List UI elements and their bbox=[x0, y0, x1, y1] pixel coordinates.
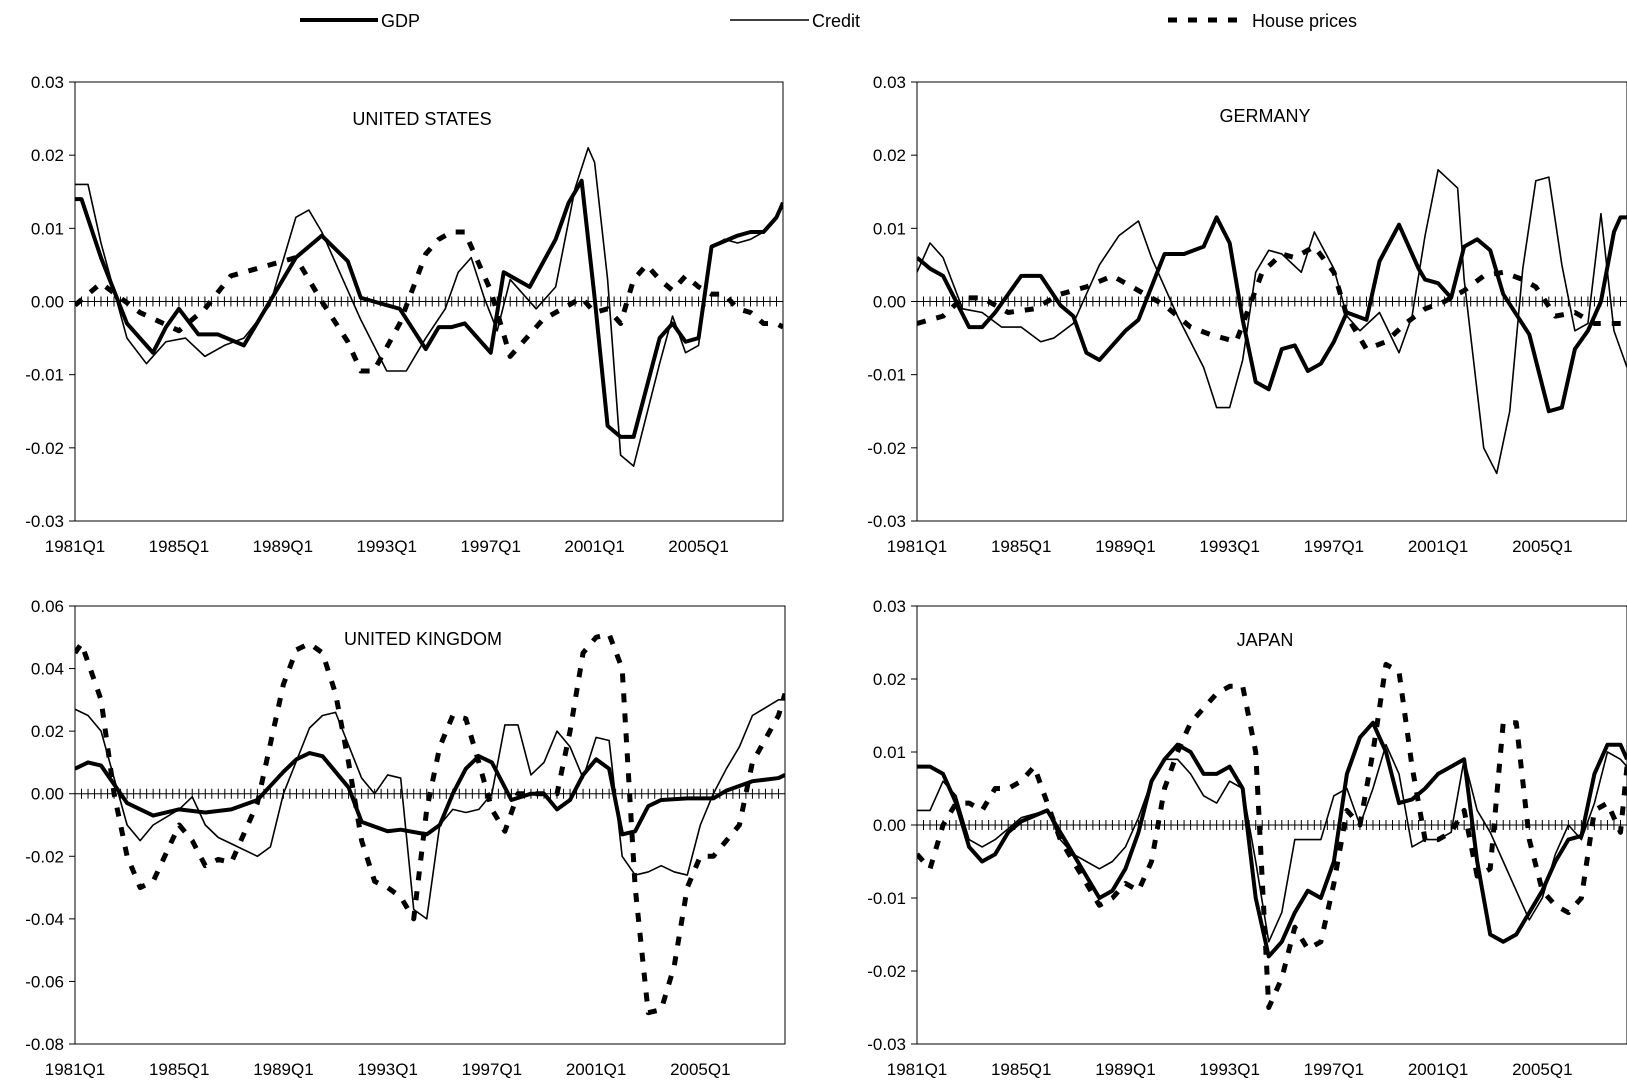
x-tick-label: 1997Q1 bbox=[1304, 537, 1365, 556]
x-tick-label: 1985Q1 bbox=[991, 537, 1052, 556]
series-line-credit bbox=[917, 743, 1627, 943]
series-line-credit bbox=[75, 699, 785, 920]
y-tick-label: 0.00 bbox=[873, 293, 906, 312]
x-tick-label: 1997Q1 bbox=[1304, 1060, 1365, 1079]
x-tick-label: 1993Q1 bbox=[357, 1060, 418, 1079]
x-tick-label: 1989Q1 bbox=[1095, 537, 1156, 556]
series-line-house-prices bbox=[917, 661, 1627, 1010]
x-tick-label: 1993Q1 bbox=[1199, 1060, 1260, 1079]
y-tick-label: -0.01 bbox=[867, 366, 906, 385]
y-tick-label: 0.02 bbox=[873, 146, 906, 165]
legend-label: Credit bbox=[812, 11, 860, 31]
legend-label: GDP bbox=[381, 11, 420, 31]
series-line-house-prices bbox=[75, 631, 785, 1016]
x-tick-label: 1981Q1 bbox=[45, 1060, 106, 1079]
x-tick-label: 1989Q1 bbox=[253, 1060, 314, 1079]
panel-title: JAPAN bbox=[1237, 630, 1294, 650]
x-tick-label: 1981Q1 bbox=[887, 1060, 948, 1079]
x-tick-label: 2005Q1 bbox=[1512, 537, 1573, 556]
y-tick-label: -0.02 bbox=[867, 962, 906, 981]
x-tick-label: 2001Q1 bbox=[1408, 1060, 1469, 1079]
panel-title: UNITED STATES bbox=[352, 109, 491, 129]
y-tick-label: -0.01 bbox=[25, 366, 64, 385]
x-tick-label: 1985Q1 bbox=[149, 537, 210, 556]
y-tick-label: 0.02 bbox=[31, 146, 64, 165]
x-tick-label: 2001Q1 bbox=[564, 537, 625, 556]
y-tick-label: 0.02 bbox=[31, 722, 64, 741]
series-line-house-prices bbox=[75, 229, 783, 374]
chart-panels: 0.03 0.02 0.01 0.00 -0.01 -0.02 -0.03 1981Q1 198… bbox=[25, 73, 1627, 1079]
y-tick-label: 0.00 bbox=[873, 816, 906, 835]
y-tick-label: -0.06 bbox=[25, 972, 64, 991]
y-tick-label: 0.01 bbox=[873, 743, 906, 762]
x-tick-label: 1993Q1 bbox=[1199, 537, 1260, 556]
x-tick-label: 2001Q1 bbox=[566, 1060, 627, 1079]
series-line-credit bbox=[75, 147, 783, 467]
y-tick-label: 0.01 bbox=[31, 219, 64, 238]
series-line-gdp bbox=[917, 215, 1627, 414]
x-tick-label: 1985Q1 bbox=[149, 1060, 210, 1079]
x-tick-label: 1993Q1 bbox=[357, 537, 418, 556]
x-tick-label: 1997Q1 bbox=[462, 1060, 523, 1079]
panel-germany: 0.03 0.02 0.01 0.00 -0.01 -0.02 -0.03 1981Q1 198… bbox=[867, 73, 1627, 556]
series-line-gdp bbox=[75, 178, 783, 439]
quarter-ticks bbox=[916, 296, 1627, 307]
x-tick-label: 2005Q1 bbox=[670, 1060, 731, 1079]
panel-title: UNITED KINGDOM bbox=[344, 629, 502, 649]
x-tick-label: 1989Q1 bbox=[253, 537, 314, 556]
y-tick-label: 0.04 bbox=[31, 660, 64, 679]
y-tick-label: -0.02 bbox=[25, 847, 64, 866]
x-tick-label: 1989Q1 bbox=[1095, 1060, 1156, 1079]
y-tick-label: 0.06 bbox=[31, 597, 64, 616]
y-tick-label: -0.08 bbox=[25, 1035, 64, 1054]
y-tick-label: 0.03 bbox=[873, 73, 906, 92]
y-tick-label: -0.02 bbox=[25, 439, 64, 458]
panel-united-states: 0.03 0.02 0.01 0.00 -0.01 -0.02 -0.03 1981Q1 198… bbox=[25, 73, 784, 556]
legend-label: House prices bbox=[1252, 11, 1357, 31]
y-tick-label: -0.01 bbox=[867, 889, 906, 908]
series-line-credit bbox=[917, 169, 1627, 475]
plot-frame bbox=[74, 605, 786, 1045]
y-tick-label: -0.04 bbox=[25, 910, 64, 929]
series-line-gdp bbox=[75, 751, 785, 837]
x-tick-label: 2005Q1 bbox=[668, 537, 729, 556]
y-tick-label: 0.01 bbox=[873, 219, 906, 238]
y-tick-label: 0.03 bbox=[31, 73, 64, 92]
y-tick-label: 0.03 bbox=[873, 597, 906, 616]
y-tick-label: -0.03 bbox=[25, 512, 64, 531]
y-tick-label: 0.00 bbox=[31, 785, 64, 804]
x-tick-label: 1985Q1 bbox=[991, 1060, 1052, 1079]
panel-united-kingdom: 0.06 0.04 0.02 0.00 -0.02 -0.04 -0.06 -0.08 1981… bbox=[25, 597, 786, 1079]
x-tick-label: 1981Q1 bbox=[887, 537, 948, 556]
y-tick-label: 0.02 bbox=[873, 670, 906, 689]
x-tick-label: 1997Q1 bbox=[460, 537, 521, 556]
x-tick-label: 1981Q1 bbox=[45, 537, 106, 556]
y-tick-label: 0.00 bbox=[31, 293, 64, 312]
x-tick-label: 2005Q1 bbox=[1512, 1060, 1573, 1079]
legend: GDP Credit House prices bbox=[300, 11, 1357, 31]
y-tick-label: -0.03 bbox=[867, 512, 906, 531]
panel-japan: 0.03 0.02 0.01 0.00 -0.01 -0.02 -0.03 1981Q1 198… bbox=[867, 597, 1627, 1079]
y-tick-label: -0.03 bbox=[867, 1035, 906, 1054]
panel-title: GERMANY bbox=[1219, 106, 1310, 126]
y-tick-label: -0.02 bbox=[867, 439, 906, 458]
series-line-gdp bbox=[917, 720, 1627, 959]
x-tick-label: 2001Q1 bbox=[1408, 537, 1469, 556]
